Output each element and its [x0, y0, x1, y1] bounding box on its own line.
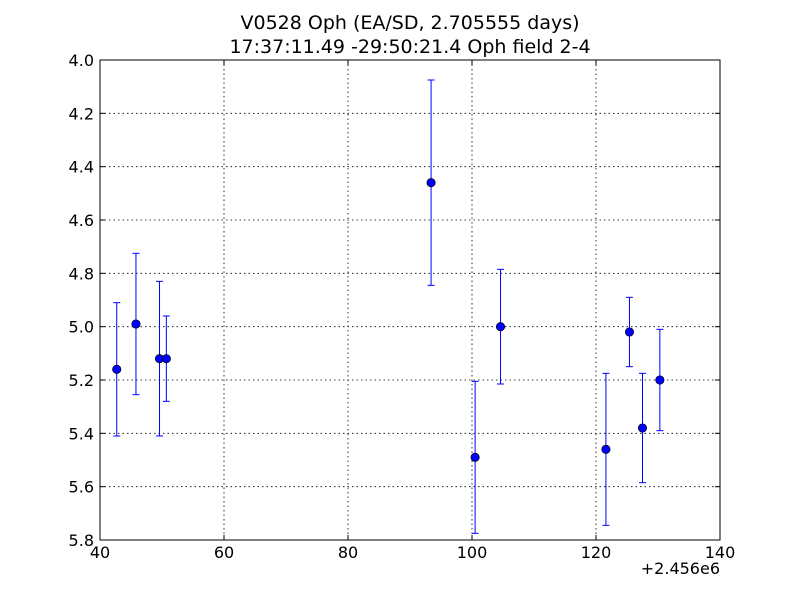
y-tick-label: 4.0 [69, 51, 94, 70]
x-tick-label: 60 [214, 543, 234, 562]
data-point-group [161, 315, 171, 402]
y-tick-label: 5.8 [69, 531, 94, 550]
data-point-group [637, 372, 648, 484]
data-point-group [624, 296, 635, 368]
tick-layer: 40 60 80 100 120 140 4.0 4.2 4.4 4.6 4.8 5.0 5.2 5.4 5… [69, 51, 736, 562]
y-tick-label: 4.8 [69, 264, 94, 283]
data-point [426, 178, 436, 188]
y-tick-label: 5.6 [69, 478, 94, 497]
data-point [112, 364, 122, 374]
data-point [131, 319, 141, 329]
x-tick-label: 40 [90, 543, 110, 562]
x-tick-label: 120 [581, 543, 612, 562]
data-point-group [131, 252, 141, 396]
y-tick-label: 4.6 [69, 211, 94, 230]
data-point [495, 322, 506, 332]
data-point [161, 354, 171, 364]
data-point [655, 375, 665, 385]
x-tick-label: 100 [457, 543, 488, 562]
y-tick-label: 4.2 [69, 104, 94, 123]
chart-title-line2: 17:37:11.49 -29:50:21.4 Oph field 2-4 [229, 36, 590, 58]
data-point-group [470, 380, 480, 534]
data-point-group [655, 328, 665, 432]
chart-title-line1: V0528 Oph (EA/SD, 2.705555 days) [240, 12, 579, 34]
x-tick-label: 140 [705, 543, 736, 562]
y-tick-label: 5.4 [69, 424, 94, 443]
y-tick-label: 5.2 [69, 371, 94, 390]
data-point-group [495, 268, 506, 385]
grid [100, 60, 720, 540]
data-point-group [601, 372, 611, 526]
data-point [624, 327, 635, 337]
data-point-group [426, 79, 436, 286]
data-point [601, 444, 611, 454]
y-tick-label: 5.0 [69, 318, 94, 337]
plot-frame [99, 59, 721, 541]
data-layer [112, 79, 665, 534]
data-point [470, 452, 480, 462]
data-point-group [112, 302, 122, 437]
data-point [637, 423, 648, 433]
x-offset-label: +2.456e6 [641, 559, 720, 578]
y-tick-label: 4.4 [69, 158, 94, 177]
x-tick-label: 80 [338, 543, 358, 562]
